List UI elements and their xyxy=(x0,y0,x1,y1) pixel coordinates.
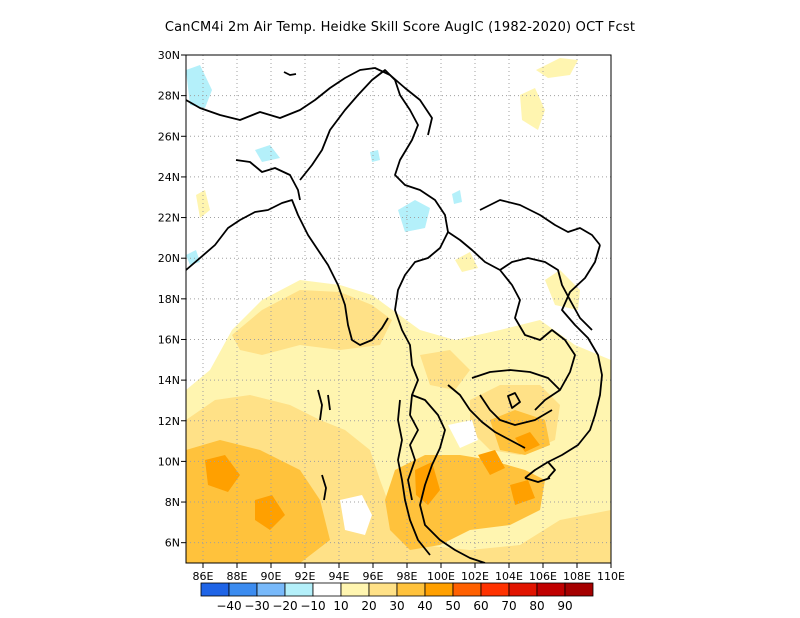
shade-20-30-thai xyxy=(420,350,470,390)
latitude-labels: 30N 28N 26N 24N 22N 20N 18N 16N 14N 12N 10N 8N 6N xyxy=(158,49,180,550)
lat-label: 30N xyxy=(158,49,180,62)
lat-label: 20N xyxy=(158,252,180,265)
colorbar-label: 20 xyxy=(361,599,376,613)
longitude-labels: 86E 88E 90E 92E 94E 96E 98E 100E 102E 104E 106E 108… xyxy=(193,570,625,583)
colorbar-swatch xyxy=(256,582,286,597)
border-north xyxy=(186,67,433,136)
colorbar-swatch xyxy=(508,582,538,597)
colorbar-label: −40 xyxy=(216,599,241,613)
colorbar-label: 60 xyxy=(473,599,488,613)
shade-40-50-gulf2 xyxy=(510,480,535,505)
colorbar-swatch xyxy=(340,582,370,597)
andaman-islands xyxy=(317,389,331,501)
shade-neg-small3 xyxy=(186,250,200,265)
lon-label: 90E xyxy=(261,570,282,583)
lat-label: 12N xyxy=(158,415,180,428)
colorbar-label: 80 xyxy=(529,599,544,613)
lon-label: 86E xyxy=(193,570,214,583)
colorbar-swatch xyxy=(368,582,398,597)
colorbar-label: −30 xyxy=(244,599,269,613)
colorbar-labels: −40 −30 −20 −10 10 20 30 40 50 60 70 80 90 xyxy=(216,599,572,613)
colorbar-label: 10 xyxy=(333,599,348,613)
lat-label: 18N xyxy=(158,293,180,306)
colorbar-swatch xyxy=(284,582,314,597)
coastline-gulf xyxy=(411,394,486,563)
border-laos-vietnam xyxy=(499,257,593,331)
lon-label: 92E xyxy=(295,570,316,583)
lat-label: 10N xyxy=(158,455,180,468)
lon-label: 104E xyxy=(495,570,523,583)
colorbar-swatch xyxy=(200,582,230,597)
island-small xyxy=(283,71,297,76)
lat-label: 28N xyxy=(158,90,180,103)
colorbar-label: −20 xyxy=(272,599,297,613)
colorbar-swatch xyxy=(480,582,510,597)
shade-10-20-north xyxy=(536,58,578,78)
colorbar-label: −10 xyxy=(300,599,325,613)
colorbar-label: 90 xyxy=(557,599,572,613)
colorbar-label: 50 xyxy=(445,599,460,613)
shade-40-50-peninsula xyxy=(415,462,440,505)
lon-label: 98E xyxy=(397,570,418,583)
shade-neg-nw xyxy=(186,65,212,108)
colorbar-swatch xyxy=(228,582,258,597)
shade-neg-bangladesh xyxy=(255,145,280,162)
border-indochina xyxy=(447,231,576,411)
skill-shading xyxy=(186,58,611,563)
lon-label: 100E xyxy=(427,570,455,583)
lat-label: 24N xyxy=(158,171,180,184)
lat-label: 6N xyxy=(165,537,180,550)
colorbar-swatch xyxy=(424,582,454,597)
shade-neg-myanmar xyxy=(398,200,430,232)
map-frame xyxy=(185,54,612,564)
lon-label: 110E xyxy=(597,570,625,583)
coastline-vietnam xyxy=(524,244,603,479)
colorbar xyxy=(200,582,594,597)
shade-neg-small2 xyxy=(370,150,380,162)
lon-label: 108E xyxy=(563,570,591,583)
lake-tonle-sap xyxy=(507,392,521,409)
lon-label: 88E xyxy=(227,570,248,583)
colorbar-swatch xyxy=(312,582,342,597)
shade-40-50-sw2 xyxy=(255,495,285,530)
shade-10-20-ne xyxy=(520,88,545,130)
shade-10-20-east xyxy=(545,270,580,310)
lat-label: 8N xyxy=(165,496,180,509)
lat-label: 14N xyxy=(158,374,180,387)
lat-label: 16N xyxy=(158,333,180,346)
shade-white-1 xyxy=(340,495,372,535)
coastline-southeast xyxy=(524,461,556,483)
lon-label: 102E xyxy=(461,570,489,583)
colorbar-label: 70 xyxy=(501,599,516,613)
lon-label: 106E xyxy=(529,570,557,583)
shade-neg-small1 xyxy=(452,190,462,204)
shade-40-50-gulf1 xyxy=(478,450,505,475)
axis-ticks xyxy=(181,54,612,568)
colorbar-label: 40 xyxy=(417,599,432,613)
border-cambodia xyxy=(471,369,561,426)
colorbar-swatch xyxy=(564,582,594,597)
shade-white-2 xyxy=(448,420,478,448)
lon-label: 96E xyxy=(363,570,384,583)
coastline-west xyxy=(186,199,389,346)
lat-label: 26N xyxy=(158,130,180,143)
colorbar-swatch xyxy=(452,582,482,597)
coastlines-borders xyxy=(186,67,603,563)
coastline-gulf-east xyxy=(447,384,526,449)
lat-label: 22N xyxy=(158,212,180,225)
shade-10-20-laos xyxy=(455,252,478,272)
colorbar-swatch xyxy=(396,582,426,597)
lon-label: 94E xyxy=(329,570,350,583)
shade-40-50-sw1 xyxy=(205,455,240,492)
colorbar-swatch xyxy=(536,582,566,597)
border-vietnam-china xyxy=(479,199,601,246)
shade-40-50-cambodia xyxy=(515,432,540,452)
coastline-peninsula xyxy=(397,399,431,556)
map-title: CanCM4i 2m Air Temp. Heidke Skill Score … xyxy=(164,20,636,35)
colorbar-label: 30 xyxy=(389,599,404,613)
